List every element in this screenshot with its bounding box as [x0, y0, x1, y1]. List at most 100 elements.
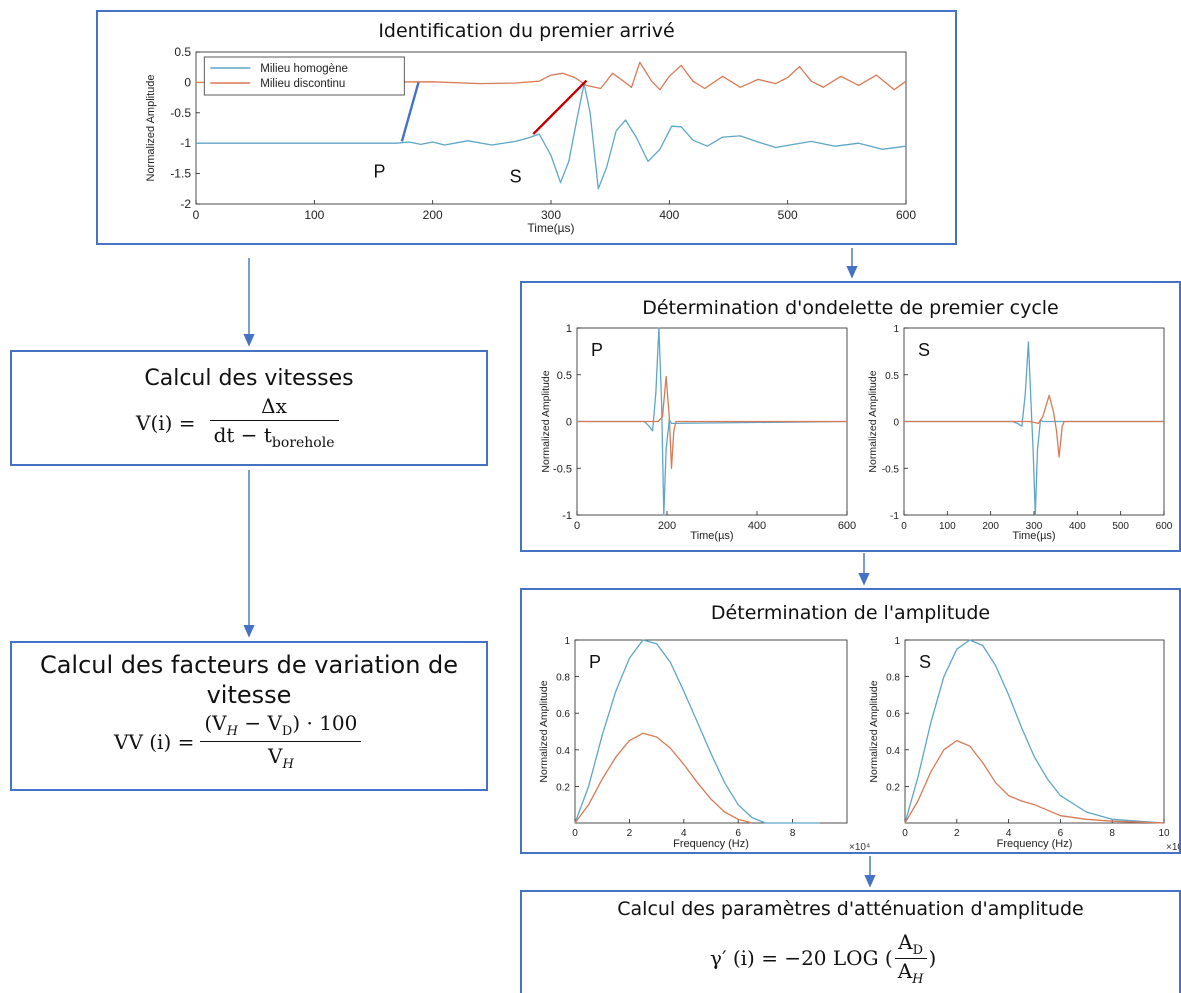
- amplitude-title: Détermination de l'amplitude: [710, 602, 991, 624]
- series-line-2: [196, 61, 907, 91]
- wavelet-title: Détermination d'ondelette de premier cyc…: [642, 297, 1059, 319]
- x-axis-label: Time(µs): [1012, 530, 1055, 542]
- variation-denominator: VH: [264, 742, 298, 772]
- x-tick-label: 0: [902, 828, 908, 839]
- attenuation-fraction: AD AH: [894, 930, 927, 987]
- variation-title-line2: vitesse: [206, 681, 292, 709]
- attenuation-num-sub: D: [912, 942, 924, 958]
- y-tick-label: 0.8: [556, 673, 570, 684]
- variation-num-sub2: D: [281, 724, 293, 739]
- variation-fraction: (VH − VD) · 100 VH: [200, 711, 362, 772]
- series-line-1: [904, 639, 1165, 824]
- wavelet-charts: 0 200 400 600 1 0.5 0 -0.5 -1 P Normalized Amplitu…: [540, 323, 1173, 542]
- variation-num-mid: − V: [244, 711, 282, 735]
- variation-num-open: (V: [204, 711, 227, 735]
- y-tick-label: -1: [180, 136, 191, 150]
- variation-numerator: (VH − VD) · 100: [200, 711, 361, 741]
- x-tick-label: 2: [627, 828, 633, 839]
- y-tick-label: 1: [893, 324, 899, 335]
- variation-formula-lhs: VV (i) =: [114, 729, 195, 754]
- y-tick-label: 0.6: [886, 709, 900, 720]
- series-line-1: [574, 639, 820, 824]
- velocity-fraction: Δx dt − tborehole: [209, 394, 339, 451]
- first-arrival-title: Identification du premier arrivé: [378, 20, 675, 42]
- series-line-2: [577, 375, 847, 469]
- attenuation-box-frame: Calcul des paramètres d'atténuation d'am…: [520, 890, 1181, 993]
- attenuation-den-symbol: A: [897, 958, 913, 983]
- variation-den-symbol: V: [267, 744, 283, 768]
- first-arrival-box: Identification du premier arrivé 0 100 200…: [96, 10, 957, 245]
- velocity-fraction-bar: [209, 420, 339, 421]
- x-axis-label: Time(µs): [690, 530, 733, 542]
- y-tick-label: 0.8: [886, 673, 900, 684]
- y-tick-label: 0.5: [174, 45, 191, 59]
- x-tick-label: 500: [778, 208, 798, 222]
- y-axis-label: Normalized Amplitude: [540, 370, 552, 472]
- velocity-formula-lhs: V(i) =: [136, 410, 196, 435]
- y-axis-label: Normalized Amplitude: [145, 75, 157, 182]
- variation-num-sub1: H: [226, 724, 238, 739]
- y-tick-label: -1.5: [170, 167, 191, 181]
- x-tick-label: 300: [541, 208, 561, 222]
- y-tick-label: 0.2: [556, 782, 570, 793]
- x-axis-label: Frequency (Hz): [997, 838, 1073, 850]
- x-tick-label: 0: [901, 521, 907, 532]
- x-exponent-label: ×10⁴: [1166, 842, 1179, 852]
- x-tick-label: 400: [1069, 521, 1086, 532]
- y-axis-label: Normalized Amplitude: [867, 370, 879, 472]
- variation-fraction-bar: [200, 741, 362, 742]
- x-tick-label: 200: [423, 208, 443, 222]
- x-tick-label: 0: [574, 520, 580, 532]
- velocity-den-sub: borehole: [271, 435, 335, 451]
- x-tick-label: 100: [939, 521, 956, 532]
- attenuation-formula-rhs: ): [928, 946, 937, 970]
- velocity-numerator: Δx: [261, 394, 287, 418]
- x-tick-label: 8: [790, 828, 796, 839]
- attenuation-formula-lhs: γ′ (i) = −20 LOG (: [710, 946, 893, 970]
- panel-label-s: S: [918, 340, 930, 360]
- x-tick-label: 2: [954, 828, 960, 839]
- y-axis-label: Normalized Amplitude: [868, 680, 880, 782]
- y-tick-label: 0: [566, 417, 572, 429]
- x-tick-label: 0: [193, 208, 200, 222]
- first-arrival-chart: 0 100 200 300 400 500 600 0.5 0 -0.5 -1 -1.5 -2 P S Mil…: [145, 45, 916, 235]
- y-tick-label: -1: [890, 511, 899, 522]
- x-tick-label: 500: [1112, 521, 1129, 532]
- x-tick-label: 100: [304, 208, 324, 222]
- y-tick-label: 1: [564, 636, 570, 647]
- y-tick-label: 0: [893, 418, 899, 429]
- attenuation-fraction-bar: [894, 957, 927, 959]
- x-tick-label: 4: [1006, 828, 1012, 839]
- x-exponent-label: ×10⁴: [849, 842, 870, 852]
- plot-frame: [904, 639, 1165, 824]
- y-tick-label: -0.5: [170, 106, 191, 120]
- y-tick-label: 0.5: [557, 370, 572, 382]
- panel-label-s: S: [919, 652, 931, 672]
- x-tick-label: 400: [659, 208, 679, 222]
- velocity-den-main: dt − t: [213, 423, 272, 447]
- y-tick-label: -1: [562, 510, 572, 522]
- pick-line-s: [532, 79, 588, 135]
- velocity-formula: V(i) = Δx dt − tborehole: [136, 394, 339, 451]
- variation-box: Calcul des facteurs de variation de vite…: [10, 641, 488, 791]
- velocity-denominator: dt − tborehole: [210, 421, 339, 451]
- pick-label-p: P: [374, 162, 386, 182]
- variation-num-close: ) · 100: [292, 711, 358, 735]
- pick-line-p: [400, 82, 420, 142]
- y-tick-label: 0.4: [886, 746, 900, 757]
- y-tick-label: 1: [894, 636, 900, 647]
- x-tick-label: 8: [1109, 828, 1115, 839]
- attenuation-denominator: AH: [895, 959, 927, 987]
- variation-den-sub: H: [282, 757, 294, 772]
- panel-label-p: P: [591, 340, 603, 360]
- legend-label-2: Milieu discontinu: [260, 78, 345, 90]
- legend-label-1: Milieu homogène: [260, 63, 348, 75]
- series-line-2: [574, 732, 752, 824]
- panel-label-p: P: [589, 652, 601, 672]
- attenuation-title: Calcul des paramètres d'atténuation d'am…: [617, 898, 1084, 920]
- x-tick-label: 600: [1156, 521, 1173, 532]
- wavelet-box: Détermination d'ondelette de premier cyc…: [520, 281, 1181, 552]
- y-tick-label: 1: [566, 323, 572, 335]
- series-line-2: [904, 739, 1165, 824]
- x-tick-label: 300: [1026, 521, 1043, 532]
